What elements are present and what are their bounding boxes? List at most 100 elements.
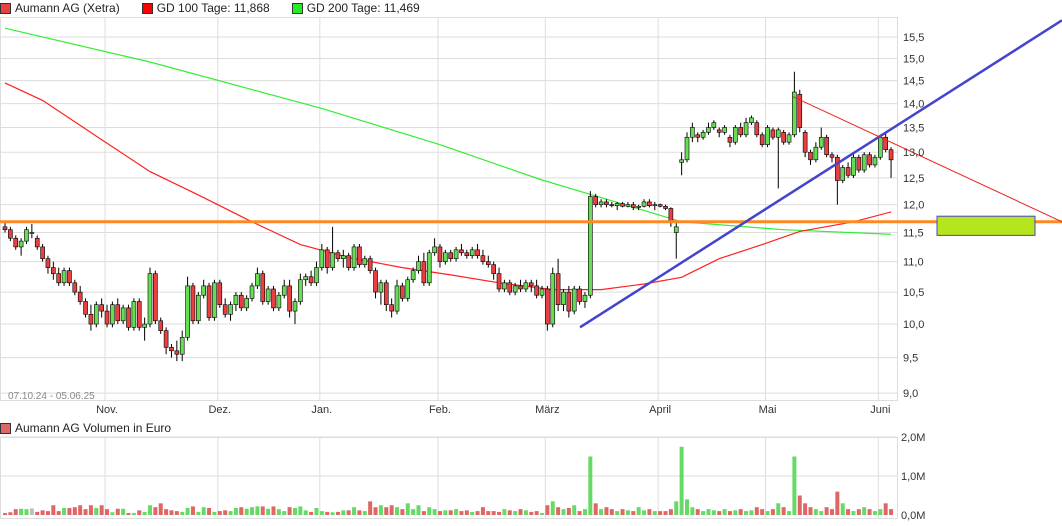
x-tick-label: März bbox=[535, 404, 559, 416]
volume-bar bbox=[808, 507, 813, 515]
candle-body bbox=[818, 136, 824, 148]
candles bbox=[2, 71, 894, 362]
volume-bar bbox=[298, 506, 303, 515]
candle-body bbox=[813, 146, 819, 161]
candle-body bbox=[765, 127, 770, 145]
legend-item-gd100[interactable]: GD 100 Tage: 11,868 bbox=[141, 1, 270, 15]
volume-bar bbox=[588, 456, 593, 515]
candle-body bbox=[120, 307, 126, 322]
volume-bar bbox=[684, 499, 689, 515]
volume-bar bbox=[411, 509, 416, 515]
candle-body bbox=[437, 246, 443, 262]
candle-body bbox=[588, 196, 593, 296]
volume-bar bbox=[550, 501, 555, 515]
y-tick-label: 15,5 bbox=[903, 32, 924, 44]
volume-bar bbox=[679, 446, 684, 515]
volume-frame bbox=[0, 437, 898, 519]
candle-body bbox=[518, 285, 523, 290]
candle-body bbox=[330, 252, 335, 268]
x-tick-label: Juni bbox=[870, 404, 890, 416]
target-zone bbox=[936, 215, 1036, 236]
volume-bar bbox=[121, 508, 126, 515]
candle-body bbox=[51, 267, 56, 274]
volume-bar bbox=[174, 511, 179, 515]
volume-bar bbox=[862, 507, 867, 515]
volume-bar bbox=[83, 509, 88, 515]
candle-body bbox=[88, 314, 94, 325]
volume-bar bbox=[142, 511, 147, 515]
volume-bar bbox=[437, 511, 442, 515]
y-tick-label: 15,0 bbox=[903, 53, 924, 65]
candle-body bbox=[775, 129, 781, 138]
volume-bar bbox=[45, 511, 50, 515]
volume-bar bbox=[652, 511, 657, 515]
volume-bar bbox=[35, 511, 40, 515]
candle-body bbox=[271, 288, 276, 309]
volume-bar bbox=[631, 511, 636, 515]
candle-body bbox=[845, 167, 851, 176]
uptrend-line bbox=[579, 19, 1062, 329]
candle-body bbox=[29, 232, 35, 234]
volume-bar bbox=[454, 509, 459, 515]
volume-bar bbox=[803, 503, 808, 515]
volume-bar bbox=[255, 506, 260, 515]
candle-body bbox=[238, 294, 244, 309]
volume-bar bbox=[513, 511, 518, 515]
candle-body bbox=[469, 249, 475, 257]
volume-bar bbox=[416, 505, 421, 515]
candle-body bbox=[555, 273, 561, 305]
volume-bar bbox=[518, 509, 523, 515]
candle-body bbox=[341, 255, 346, 259]
candle-body bbox=[233, 294, 239, 305]
volume-bar bbox=[19, 508, 24, 515]
candle-body bbox=[861, 154, 867, 171]
volume-bar bbox=[502, 509, 507, 515]
candle-body bbox=[394, 285, 400, 312]
y-tick-label: 10,0 bbox=[903, 319, 924, 331]
candle-body bbox=[657, 204, 663, 207]
candle-body bbox=[802, 132, 808, 153]
candle-body bbox=[357, 246, 362, 265]
legend-item-price[interactable]: Aumann AG (Xetra) bbox=[0, 1, 120, 15]
date-range-label: 07.10.24 - 05.06.25 bbox=[8, 391, 95, 402]
volume-bar bbox=[239, 507, 244, 515]
candle-body bbox=[115, 304, 121, 322]
candle-body bbox=[851, 156, 856, 176]
volume-bar bbox=[51, 505, 56, 515]
volume-bar bbox=[62, 507, 67, 515]
candle-body bbox=[67, 270, 72, 284]
volume-bar bbox=[212, 511, 217, 515]
y-tick-label: 12,0 bbox=[903, 200, 924, 212]
volume-bar bbox=[717, 511, 722, 515]
volume-bar bbox=[668, 509, 673, 515]
candle-body bbox=[808, 151, 813, 161]
x-tick-label: Feb. bbox=[429, 404, 451, 416]
volume-bar bbox=[781, 507, 786, 515]
candle-body bbox=[647, 201, 652, 207]
volume-bar bbox=[400, 509, 405, 515]
candle-body bbox=[604, 201, 609, 205]
annotations bbox=[0, 19, 1062, 329]
legend-swatch bbox=[291, 2, 303, 14]
candle-body bbox=[432, 246, 437, 254]
candle-body bbox=[179, 336, 185, 355]
candle-body bbox=[324, 249, 330, 268]
volume-bar bbox=[609, 509, 614, 515]
candle-body bbox=[410, 270, 416, 281]
candle-body bbox=[792, 91, 797, 136]
candle-body bbox=[641, 201, 647, 207]
candle-body bbox=[83, 301, 88, 315]
legend-item-gd200[interactable]: GD 200 Tage: 11,469 bbox=[291, 1, 420, 15]
volume-bar bbox=[373, 507, 378, 515]
candle-body bbox=[34, 237, 40, 248]
volume-bar bbox=[169, 510, 174, 515]
candle-body bbox=[507, 282, 513, 293]
candle-body bbox=[502, 282, 507, 290]
volume-bar bbox=[244, 508, 249, 515]
candle-body bbox=[110, 304, 115, 325]
volume-bar bbox=[620, 509, 625, 515]
candle-body bbox=[308, 276, 314, 284]
volume-bar bbox=[126, 513, 131, 515]
legend-swatch bbox=[0, 2, 11, 14]
